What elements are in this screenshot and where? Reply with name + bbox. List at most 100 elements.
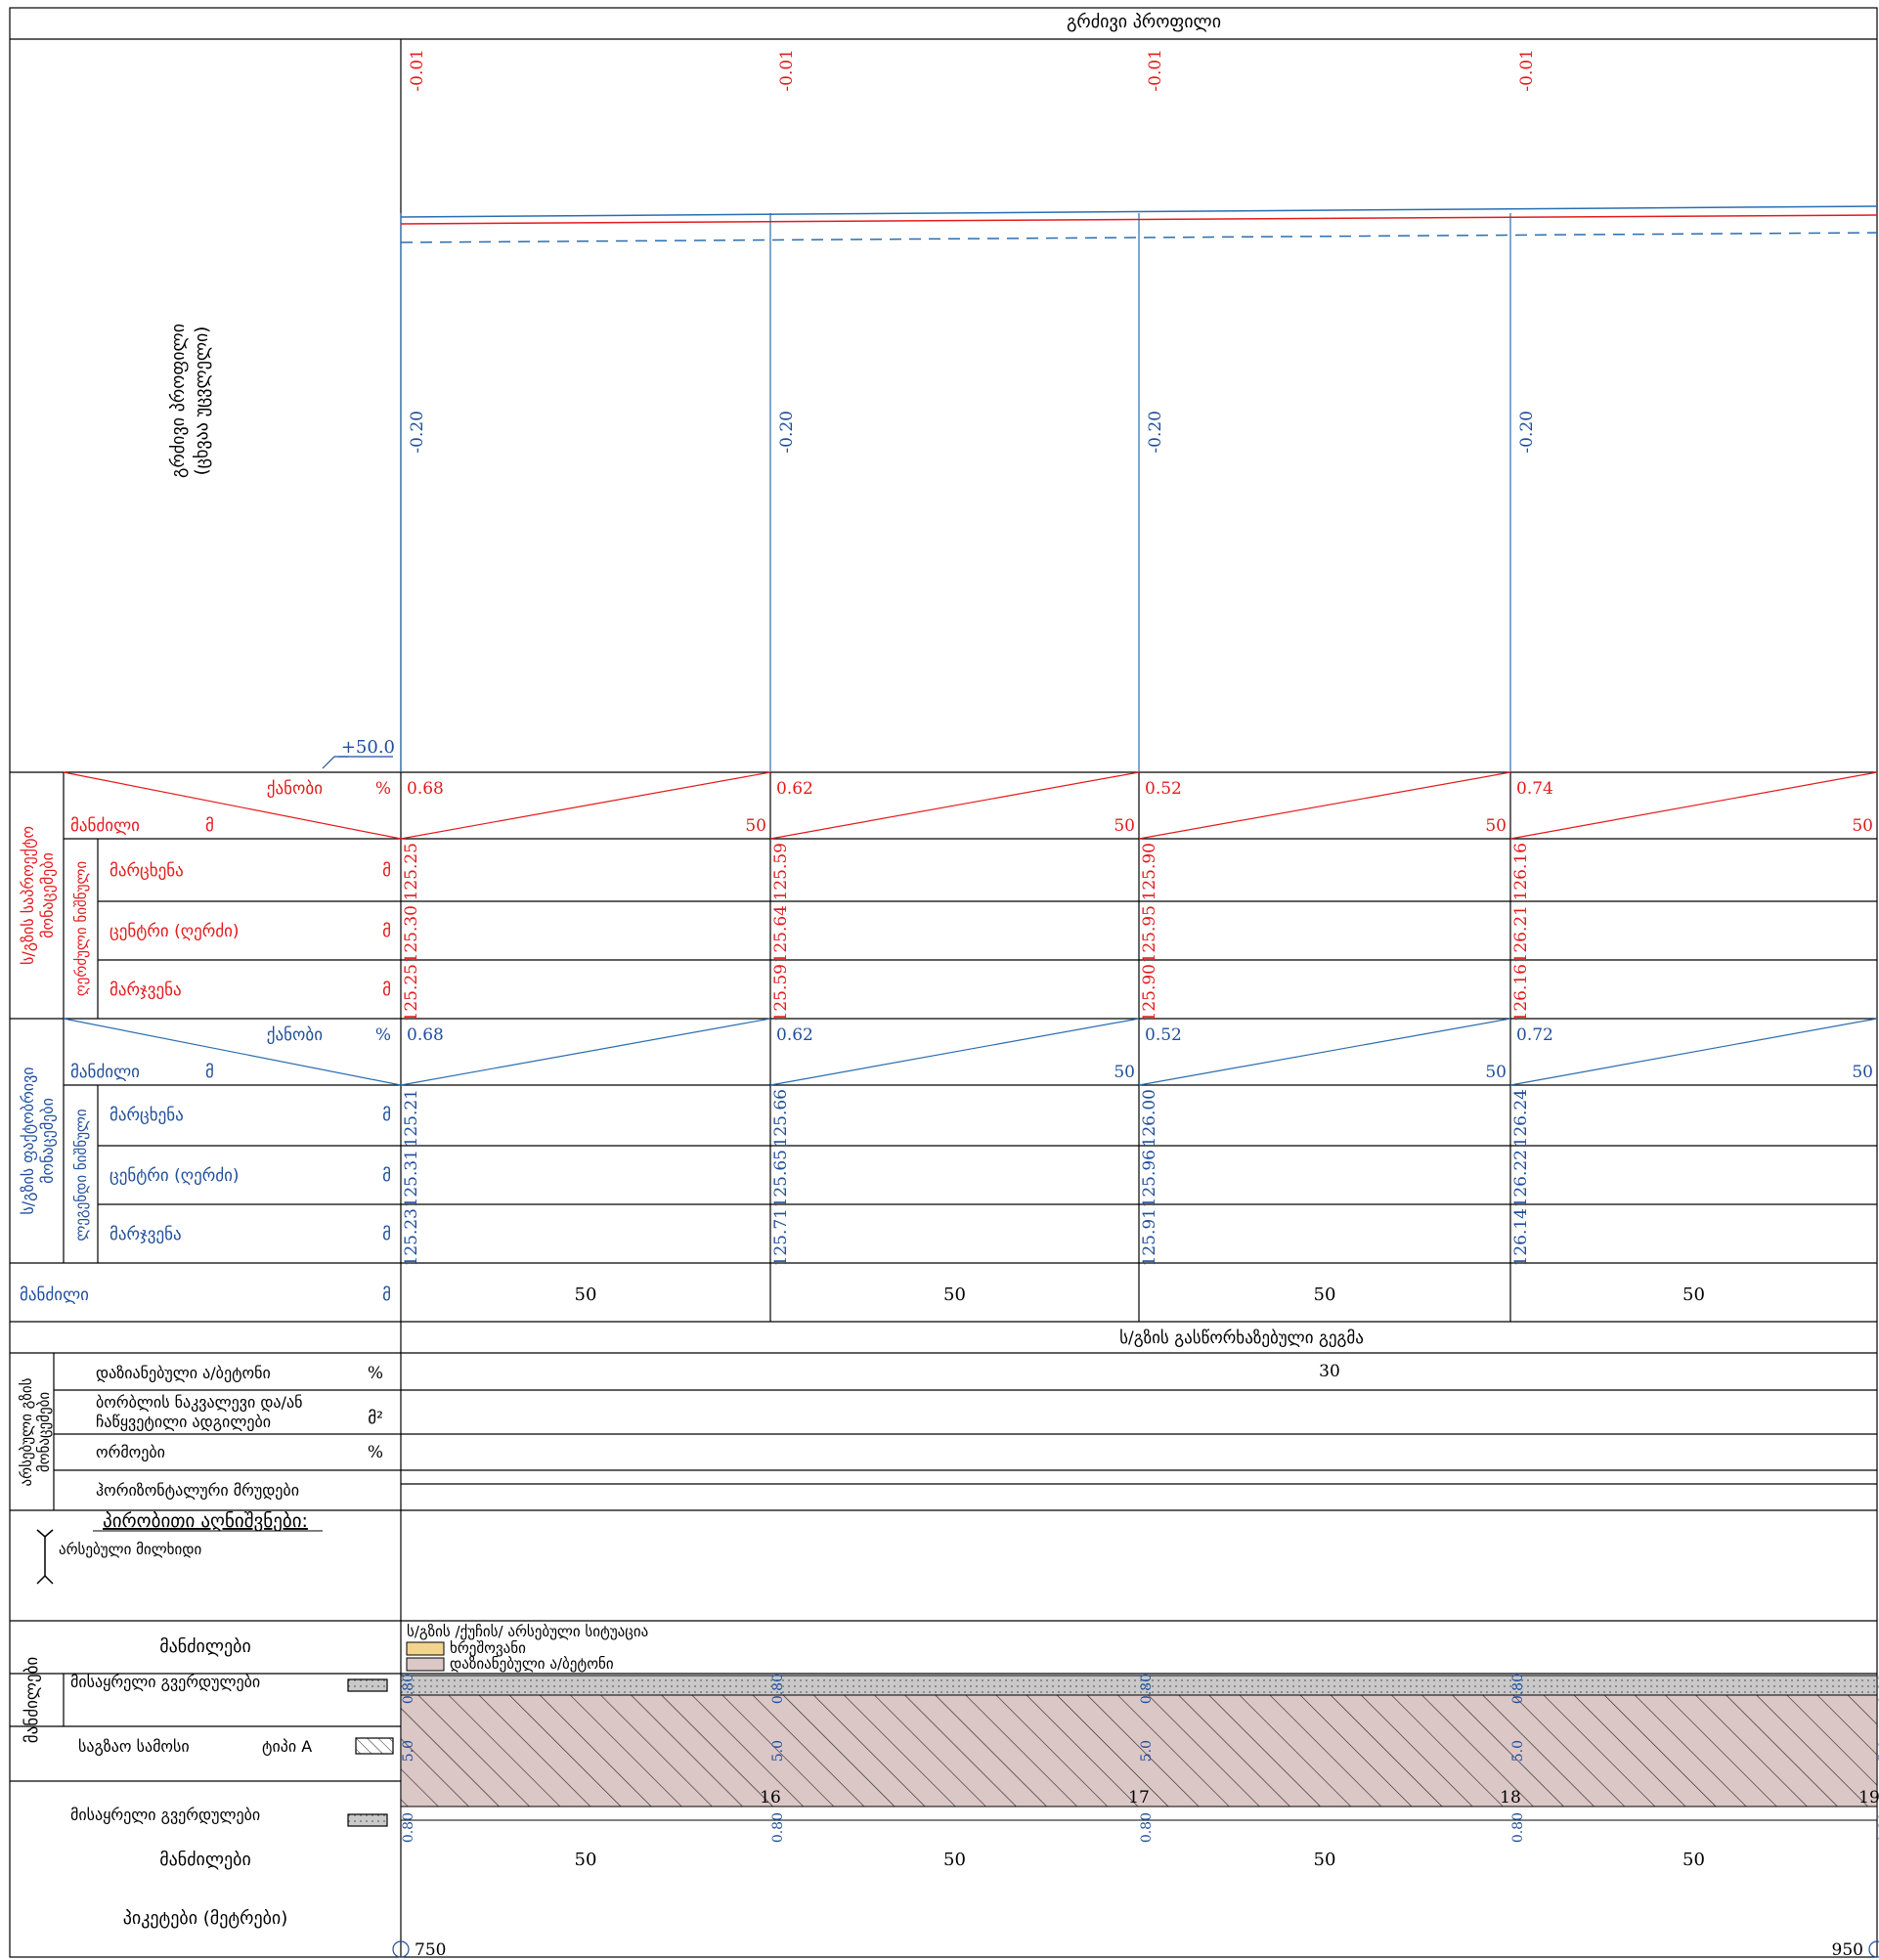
layer-mid-value: 5.0: [770, 1740, 786, 1762]
level-mark-value: +50.0: [341, 737, 395, 758]
design-distance-label: მანძილი: [70, 816, 140, 836]
design-left-elevation: 125.90: [1140, 843, 1159, 900]
side-title-line2: (ცხვაა უცვლელი): [192, 327, 212, 476]
svg-text:ბორბლის ნაკვალევი და/ან: ბორბლის ნაკვალევი და/ან: [96, 1393, 302, 1412]
existing-distance-label: მანძილი: [70, 1063, 140, 1082]
existing-segment-length: 50: [1485, 1063, 1507, 1082]
svg-text:%: %: [375, 779, 391, 799]
end-picket-icon: [1868, 1940, 1879, 1958]
existing-center-elevation: 125.96: [1140, 1150, 1159, 1207]
header-title: გრძივი პროფილი: [1067, 12, 1221, 32]
scheme-title: ს/გზის გასწორხაზებული გეგმა: [1119, 1328, 1364, 1348]
existing-slope-value: 0.52: [1145, 1025, 1182, 1045]
design-slope-value: 0.68: [407, 779, 444, 799]
svg-text:მანძილები: მანძილები: [159, 1850, 251, 1870]
svg-text:საგზაო სამოსი: საგზაო სამოსი: [78, 1737, 190, 1756]
damaged-asphalt-swatch: [406, 1657, 445, 1672]
existing-left-elevation: 125.66: [771, 1089, 791, 1147]
svg-text:მარცხენა: მარცხენა: [109, 1106, 184, 1125]
design-line: [400, 214, 1878, 225]
pickets: პიკეტები (მეტრები) 750 950: [123, 1908, 1879, 1960]
svg-text:მანძილები: მანძილები: [22, 1657, 42, 1743]
svg-text:არსებული გზის: არსებული გზის: [18, 1377, 35, 1486]
slope-diagonal: [400, 1018, 771, 1086]
layer-mid-value: 5.0: [1877, 1740, 1879, 1762]
base-line: [400, 232, 1878, 243]
existing-left-elevation: 125.21: [402, 1089, 421, 1147]
svg-text:მონაცემები: მონაცემები: [38, 852, 57, 938]
svg-text:30: 30: [1319, 1362, 1340, 1381]
existing-right-elevation: 125.91: [1140, 1208, 1159, 1266]
picket-verticals: [400, 213, 1511, 1799]
svg-text:მ: მ: [382, 922, 391, 941]
design-segment-length: 50: [1485, 816, 1507, 836]
design-right-elevation: 125.59: [771, 964, 791, 1022]
svg-text:მ: მ: [382, 861, 391, 881]
svg-text:ორმოები: ორმოები: [96, 1443, 165, 1461]
layer-mid-value: 5.0: [1510, 1740, 1526, 1762]
svg-text:მარჯვენა: მარჯვენა: [109, 980, 182, 1000]
existing-right-elevation: 125.71: [771, 1208, 791, 1266]
layers-labels: მანძილები მისაყრელი გვერდულები საგზაო სა…: [22, 1657, 394, 1827]
svg-text:მანძილები: მანძილები: [159, 1636, 251, 1657]
design-right-elevation: 126.16: [1511, 964, 1531, 1022]
slope-diagonal: [1509, 771, 1878, 840]
existing-ground-line: [400, 205, 1878, 218]
svg-text:მ: მ: [382, 1285, 391, 1305]
culvert-icon: [36, 1529, 54, 1585]
layer-top-value: 0.80: [1877, 1674, 1879, 1704]
svg-text:მ: მ: [205, 1063, 214, 1082]
distance-value: 50: [1314, 1285, 1336, 1305]
distance-value: 50: [575, 1285, 597, 1305]
existing-right-elevation: 125.23: [402, 1208, 421, 1266]
svg-text:ს/გზის /ქუჩის/ არსებული სიტუაც: ს/გზის /ქუჩის/ არსებული სიტუაცია: [407, 1623, 648, 1640]
bottom-distances-label: მანძილები: [159, 1850, 251, 1870]
red-slope-label: -0.01: [1517, 49, 1537, 92]
design-slope-value: 0.62: [776, 779, 813, 799]
profile-lines: [400, 205, 1878, 243]
svg-text:მონაცემები: მონაცემები: [38, 1098, 57, 1184]
existing-segment-length: 50: [1114, 1063, 1135, 1082]
table-grid: [9, 7, 1878, 1958]
shoulder-swatch-bottom: [347, 1813, 388, 1827]
side-title-line1: გრძივი პროფილი: [168, 324, 189, 478]
design-right-elevation: 125.25: [402, 964, 421, 1022]
layer-bottom-value: 0.80: [401, 1812, 416, 1843]
design-left-elevation: 126.16: [1511, 843, 1531, 900]
pavement-layers: 0.80 5.0 0.80 0.80 5.0 0.80 0.80 5.0 0.80 0.80 5.0…: [400, 1674, 1879, 1843]
existing-left-elevation: 126.24: [1511, 1089, 1531, 1147]
svg-text:%: %: [375, 1025, 391, 1045]
design-right-elevation: 125.90: [1140, 964, 1159, 1022]
svg-text:მ: მ: [382, 1225, 391, 1244]
svg-text:%: %: [368, 1364, 383, 1383]
slope-diagonal: [769, 1018, 1140, 1086]
existing-left-elevation: 126.00: [1140, 1089, 1159, 1147]
design-segment-length: 50: [745, 816, 766, 836]
blue-vertical-label: -0.20: [1146, 411, 1165, 454]
picket-number: 17: [1128, 1788, 1150, 1808]
gravel-swatch: [406, 1641, 445, 1656]
blue-vertical-label: -0.20: [408, 411, 427, 454]
existing-segment-length: 50: [1852, 1063, 1873, 1082]
existing-center-elevation: 125.65: [771, 1150, 791, 1207]
design-slope-value: 0.74: [1516, 779, 1553, 799]
start-picket-icon: [392, 1940, 410, 1958]
red-slope-label: -0.01: [1146, 49, 1165, 92]
picket-start: 750: [415, 1940, 446, 1960]
slope-diagonal: [1138, 1018, 1511, 1086]
design-left-elevation: 125.25: [402, 843, 421, 900]
blue-vertical-label: -0.20: [1517, 411, 1537, 454]
svg-text:ღერძული ნიშნული: ღერძული ნიშნული: [72, 861, 90, 997]
picket-number: 18: [1500, 1788, 1521, 1808]
situation-legend: ს/გზის /ქუჩის/ არსებული სიტუაცია ხრეშოვა…: [406, 1623, 648, 1673]
distances-row-label: მანძილები: [159, 1636, 251, 1657]
existing-slope-value: 0.68: [407, 1025, 444, 1045]
shoulder-swatch: [347, 1678, 388, 1692]
design-center-elevation: 126.21: [1511, 905, 1531, 963]
bottom-distance-value: 50: [575, 1850, 597, 1870]
layer-bottom-value: 0.80: [1877, 1812, 1879, 1843]
design-slope-label: ქანობი: [267, 779, 323, 799]
svg-text:ლეგენდი ნიშნული: ლეგენდი ნიშნული: [72, 1109, 90, 1241]
existing-center-elevation: 125.31: [402, 1150, 421, 1207]
